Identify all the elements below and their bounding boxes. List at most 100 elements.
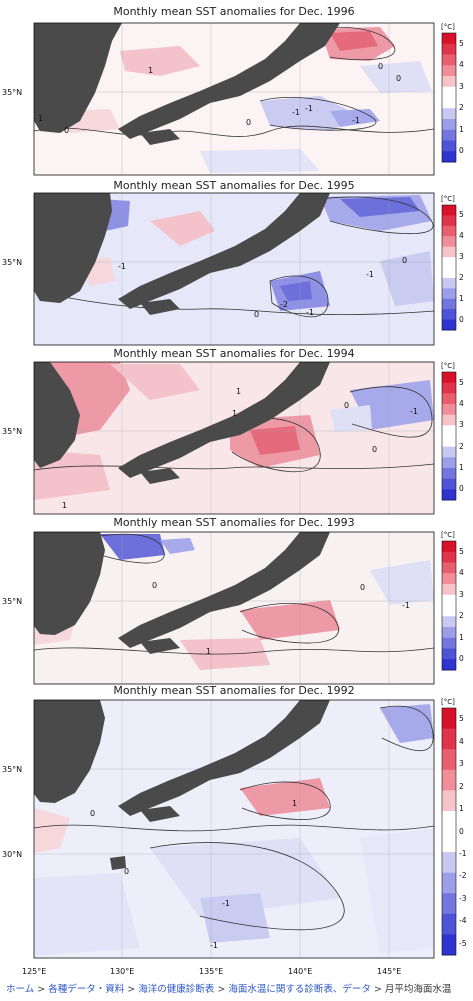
colorbar-tick-label: 2 [459,272,464,282]
colorbar-tick-label: 5 [459,546,464,556]
land-mass [34,193,330,315]
colorbar-tick-label: 5 [459,210,464,220]
colorbar-tick-label: 3 [459,252,464,262]
colorbar-tick-label: 1 [459,293,464,303]
contour-label: 1 [232,409,237,418]
breadcrumb-home-link[interactable]: ホーム [6,984,35,995]
colorbar-tick-label: 1 [459,124,464,134]
contour-label: -1 [118,262,126,271]
contour-label: -1 [210,941,218,950]
contour-label-texts: 1 0 -1 0 [152,581,410,656]
colorbar-tick-label: 3 [459,589,464,599]
breadcrumb-data-link[interactable]: 各種データ・資料 [48,984,125,995]
contour-label: 0 [152,581,157,590]
colorbar-tick-label: 2 [459,103,464,113]
colorbar-tick-label: 2 [459,781,464,791]
colorbar-tick-label: 0 [459,146,464,156]
breadcrumb-current: 月平均海面水温 [384,984,452,995]
contour-label-texts: 0 -1 -1 0 1 [90,799,297,950]
contour-label: -1 [352,116,360,125]
colorbar-tick-label: 1 [459,632,464,642]
breadcrumb-separator: > [217,984,226,995]
contour-lines [33,26,435,137]
lon-label: 145°E [377,967,402,976]
colorbar-tick-label: 5 [459,377,464,387]
breadcrumb-ocean-health-link[interactable]: 海洋の健康診断表 [138,984,215,995]
breadcrumb-separator: > [373,984,382,995]
contour-label: -1 [306,308,314,317]
colorbar-tick-label: 2 [459,611,464,621]
contour-label: 0 [396,74,401,83]
colorbar-tick-label: 4 [459,568,464,578]
contour-label: 0 [372,445,377,454]
lat-label: 30°N [2,850,23,859]
colorbar-tick-label: 1 [459,463,464,472]
land-mass [34,532,330,654]
colorbar-tick-label: -3 [459,893,467,903]
sst-map-1993: 1 0 -1 0 [33,531,435,685]
contour-lines [33,705,435,931]
colorbar-tick-label: 5 [459,38,464,48]
sst-map-1994: 0 -1 1 0 1 1 [33,361,435,515]
contour-label: -1 [292,108,300,117]
contour-label: 1 [292,799,297,808]
contour-label: -1 [410,407,418,416]
contour-label: -2 [280,300,288,309]
anomaly-patches [34,704,434,956]
contour-label: 1 [38,114,43,123]
colorbar-unit: [°C] [441,362,455,370]
lat-label: 35°N [2,597,23,606]
anomaly-patches [80,195,434,311]
colorbar-tick-label: -4 [459,916,467,926]
lat-label: 35°N [2,88,23,97]
sst-map-1992: 0 -1 -1 0 1 [33,699,435,959]
lon-label: 135°E [199,967,224,976]
colorbar-tick-label: -5 [459,938,467,948]
colorbar-tick-label: 2 [459,441,464,451]
colorbar-tick-label: 4 [459,736,464,746]
lon-label: 140°E [288,967,313,976]
panel-title: Monthly mean SST anomalies for Dec. 1993 [113,516,355,529]
panel-title: Monthly mean SST anomalies for Dec. 1992 [113,684,355,697]
colorbar-tick-label: 0 [459,826,464,836]
contour-label: -1 [305,104,313,113]
panel-title: Monthly mean SST anomalies for Dec. 1994 [113,347,355,360]
contour-label: 0 [90,809,95,818]
contour-label: 1 [236,387,241,396]
contour-label: 0 [378,62,383,71]
breadcrumb-separator: > [37,984,46,995]
contour-label: 0 [344,401,349,410]
sst-panel-1993: Monthly mean SST anomalies for Dec. 1993 [0,516,473,696]
colorbar-unit: [°C] [441,698,455,706]
contour-lines [33,196,435,318]
contour-label-texts: 1 -1 0 -1 -1 0 0 1 0 [38,62,401,135]
contour-lines [33,533,435,655]
colorbar-tick-label: 3 [459,81,464,91]
sst-panel-1996: Monthly mean SST anomalies for Dec. 1996 [0,5,473,185]
colorbar-tick-label: 3 [459,420,464,430]
sst-panel-1992: Monthly mean SST anomalies for Dec. 1992 [0,684,473,964]
land-mass [34,23,340,145]
sst-map-1996: 1 -1 0 -1 -1 0 0 1 0 [33,22,435,176]
panel-title: Monthly mean SST anomalies for Dec. 1995 [113,179,355,192]
sst-map-1995: -1 0 -2 -1 -1 0 [33,192,435,346]
colorbar-unit: [°C] [441,195,455,203]
contour-label: 0 [124,867,129,876]
colorbar-unit: [°C] [441,23,455,31]
lat-label: 35°N [2,765,23,774]
contour-label: 0 [246,118,251,127]
colorbar-tick-label: 5 [459,714,464,724]
colorbar-tick-label: 4 [459,60,464,70]
colorbar-tick-label: 0 [459,484,464,494]
contour-label: 1 [206,647,211,656]
contour-label-texts: 0 -1 1 0 1 1 [62,387,418,510]
breadcrumb-separator: > [127,984,136,995]
contour-label: 1 [148,66,153,75]
land-mass [34,700,330,870]
colorbar-tick-label: -2 [459,871,467,881]
breadcrumb-sst-diagnosis-link[interactable]: 海面水温に関する診断表、データ [228,984,371,995]
colorbar-tick-label: -1 [459,848,467,858]
contour-label: -1 [366,270,374,279]
lon-label: 125°E [22,967,47,976]
colorbar-tick-label: 0 [459,654,464,664]
